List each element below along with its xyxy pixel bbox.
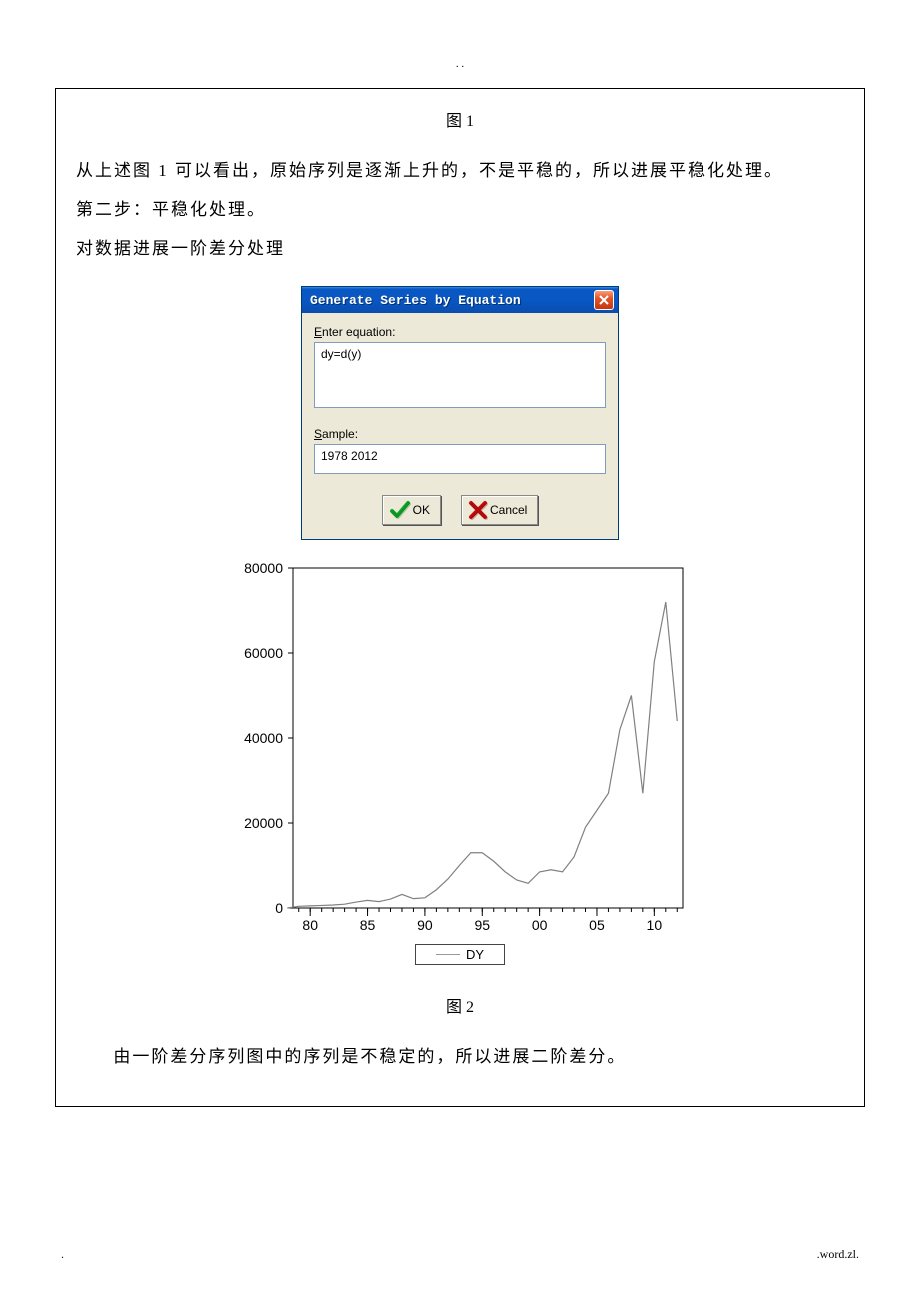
figure-2-caption: 图 2 xyxy=(76,993,844,1017)
svg-text:85: 85 xyxy=(360,917,376,933)
dialog-title: Generate Series by Equation xyxy=(310,293,594,308)
cancel-button[interactable]: Cancel xyxy=(461,495,538,525)
check-icon xyxy=(389,500,411,520)
equation-label: Enter equation: xyxy=(314,325,606,339)
paragraph-1: 从上述图 1 可以看出，原始序列是逐渐上升的，不是平稳的，所以进展平稳化处理。 xyxy=(76,151,844,190)
dialog-titlebar: Generate Series by Equation xyxy=(302,287,618,313)
legend-line-sample xyxy=(436,954,460,955)
footer-left: . xyxy=(61,1247,64,1262)
page-footer: . .word.zl. xyxy=(55,1247,865,1262)
svg-text:80000: 80000 xyxy=(244,560,283,576)
close-icon xyxy=(598,294,610,306)
figure-1-caption: 图 1 xyxy=(76,107,844,131)
svg-text:00: 00 xyxy=(532,917,548,933)
legend-series-label: DY xyxy=(466,947,484,962)
svg-text:20000: 20000 xyxy=(244,815,283,831)
footer-right: .word.zl. xyxy=(817,1247,859,1262)
svg-text:40000: 40000 xyxy=(244,730,283,746)
svg-text:95: 95 xyxy=(474,917,490,933)
svg-text:05: 05 xyxy=(589,917,605,933)
paragraph-2: 第二步：平稳化处理。 xyxy=(76,190,844,229)
svg-text:0: 0 xyxy=(275,900,283,916)
sample-label: Sample: xyxy=(314,427,606,441)
ok-label: OK xyxy=(413,503,430,517)
equation-input[interactable] xyxy=(314,342,606,408)
svg-text:90: 90 xyxy=(417,917,433,933)
generate-series-dialog: Generate Series by Equation Enter equati… xyxy=(301,286,619,540)
chart-legend: DY xyxy=(415,944,505,965)
dy-chart: 0 20000 40000 60000 80000 80 85 90 95 00 05 10 DY xyxy=(225,558,695,965)
paragraph-3: 对数据进展一阶差分处理 xyxy=(76,229,844,268)
paragraph-4: 由一阶差分序列图中的序列是不稳定的，所以进展二阶差分。 xyxy=(76,1037,844,1076)
sample-input[interactable] xyxy=(314,444,606,474)
ok-button[interactable]: OK xyxy=(382,495,441,525)
cancel-label: Cancel xyxy=(490,503,527,517)
chart-svg: 0 20000 40000 60000 80000 80 85 90 95 00 05 10 xyxy=(225,558,695,938)
svg-text:10: 10 xyxy=(647,917,663,933)
header-dots: . . xyxy=(55,60,865,68)
content-box: 图 1 从上述图 1 可以看出，原始序列是逐渐上升的，不是平稳的，所以进展平稳化… xyxy=(55,88,865,1107)
svg-text:60000: 60000 xyxy=(244,645,283,661)
svg-text:80: 80 xyxy=(302,917,318,933)
close-button[interactable] xyxy=(594,290,614,310)
x-icon xyxy=(468,500,488,520)
